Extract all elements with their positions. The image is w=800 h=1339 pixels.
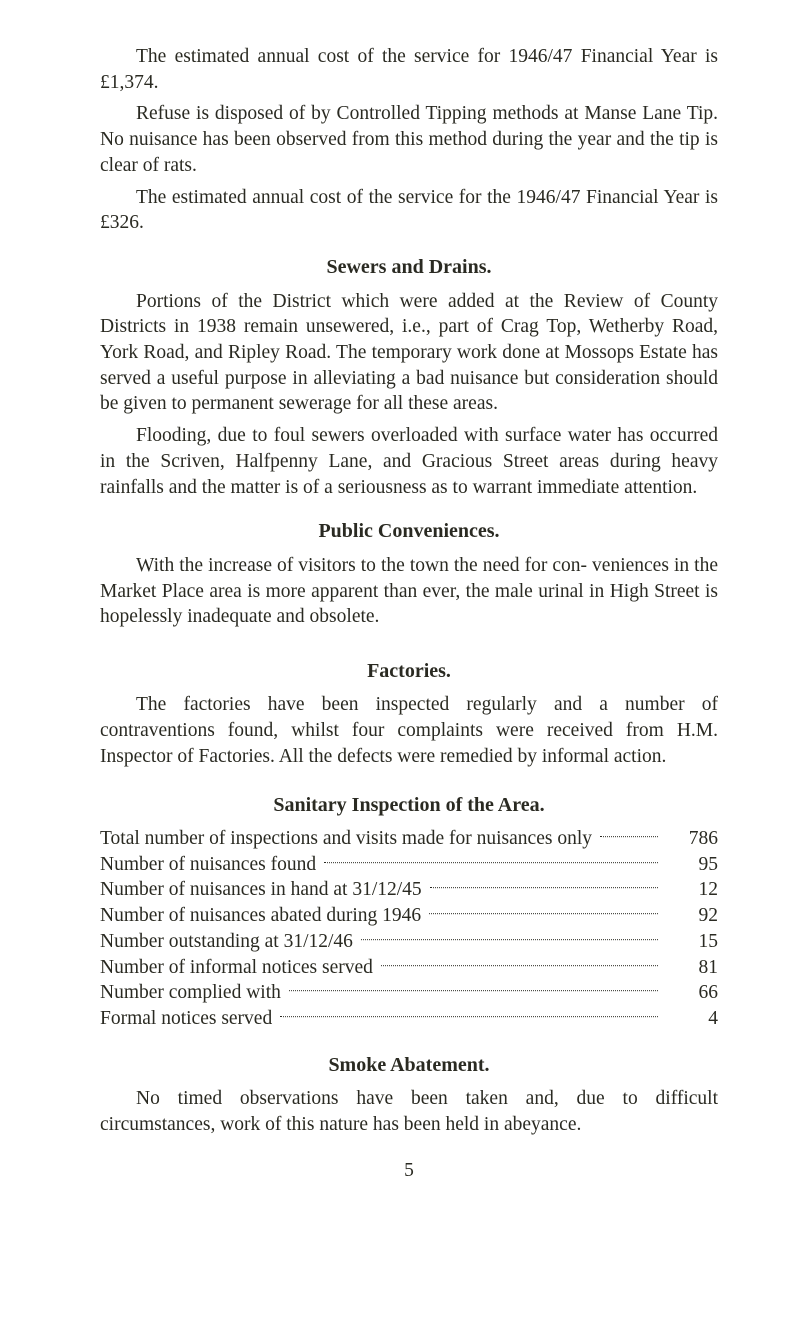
sanitary-row-value: 92: [666, 903, 718, 929]
sanitary-row-label: Number complied with: [100, 980, 281, 1006]
factories-block: The factories have been inspected regula…: [100, 692, 718, 769]
intro-block: The estimated annual cost of the service…: [100, 44, 718, 236]
sanitary-row-label: Number of informal notices served: [100, 955, 373, 981]
heading-sewers: Sewers and Drains.: [100, 254, 718, 280]
sanitary-row-value: 81: [666, 955, 718, 981]
leader-dots: [324, 862, 658, 863]
leader-dots: [430, 888, 658, 889]
sanitary-row: Number of informal notices served 81: [100, 955, 718, 981]
sanitary-row-value: 4: [666, 1006, 718, 1032]
page-number: 5: [100, 1158, 718, 1184]
sanitary-row: Number of nuisances found 95: [100, 852, 718, 878]
leader-dots: [289, 991, 658, 992]
leader-dots: [381, 965, 658, 966]
sanitary-row-value: 66: [666, 980, 718, 1006]
sanitary-row-label: Number outstanding at 31/12/46: [100, 929, 353, 955]
paragraph-refuse: Refuse is disposed of by Controlled Tipp…: [100, 101, 718, 178]
sanitary-row: Number outstanding at 31/12/46 15: [100, 929, 718, 955]
leader-dots: [429, 913, 658, 914]
sanitary-row: Number complied with 66: [100, 980, 718, 1006]
sanitary-row-label: Number of nuisances in hand at 31/12/45: [100, 877, 422, 903]
sanitary-row-value: 15: [666, 929, 718, 955]
heading-factories: Factories.: [100, 658, 718, 684]
sanitary-row: Total number of inspections and visits m…: [100, 826, 718, 852]
paragraph-factories: The factories have been inspected regula…: [100, 692, 718, 769]
sanitary-row-label: Number of nuisances abated during 1946: [100, 903, 421, 929]
heading-smoke: Smoke Abatement.: [100, 1052, 718, 1078]
paragraph-cost-a: The estimated annual cost of the service…: [100, 44, 718, 95]
public-block: With the increase of visitors to the tow…: [100, 553, 718, 630]
sanitary-row: Number of nuisances in hand at 31/12/45 1…: [100, 877, 718, 903]
heading-public: Public Conveniences.: [100, 518, 718, 544]
sanitary-row-label: Formal notices served: [100, 1006, 272, 1032]
leader-dots: [600, 836, 658, 837]
smoke-block: No timed observations have been taken an…: [100, 1086, 718, 1137]
sanitary-row-label: Total number of inspections and visits m…: [100, 826, 592, 852]
sanitary-row-value: 95: [666, 852, 718, 878]
sanitary-row: Formal notices served 4: [100, 1006, 718, 1032]
sanitary-row: Number of nuisances abated during 1946 92: [100, 903, 718, 929]
paragraph-sewers-2: Flooding, due to foul sewers overloaded …: [100, 423, 718, 500]
paragraph-cost-b: The estimated annual cost of the service…: [100, 185, 718, 236]
sanitary-row-value: 786: [666, 826, 718, 852]
leader-dots: [361, 939, 658, 940]
heading-sanitary: Sanitary Inspection of the Area.: [100, 792, 718, 818]
sanitary-inspection-list: Total number of inspections and visits m…: [100, 826, 718, 1032]
paragraph-smoke: No timed observations have been taken an…: [100, 1086, 718, 1137]
paragraph-sewers-1: Portions of the District which were adde…: [100, 289, 718, 418]
sanitary-row-value: 12: [666, 877, 718, 903]
leader-dots: [280, 1016, 658, 1017]
page: The estimated annual cost of the service…: [0, 0, 800, 1339]
paragraph-public: With the increase of visitors to the tow…: [100, 553, 718, 630]
sewers-block: Portions of the District which were adde…: [100, 289, 718, 501]
sanitary-row-label: Number of nuisances found: [100, 852, 316, 878]
